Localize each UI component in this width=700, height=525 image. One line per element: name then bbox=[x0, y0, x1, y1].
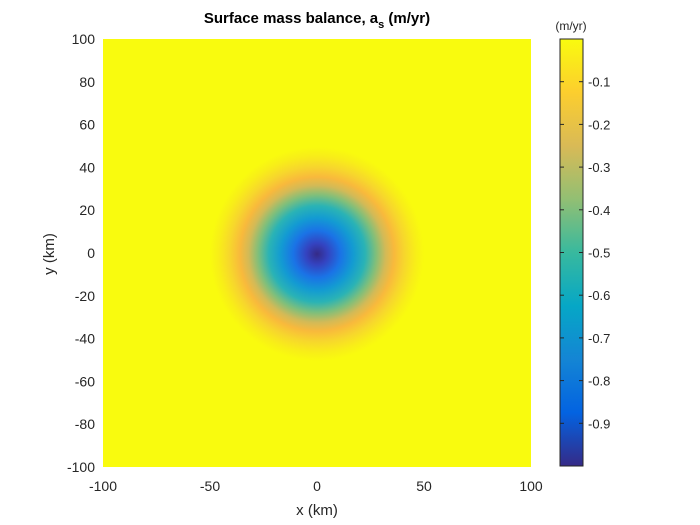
x-tick-label: 0 bbox=[313, 478, 321, 494]
y-axis-label: y (km) bbox=[41, 233, 58, 275]
colorbar-tick-label: -0.9 bbox=[588, 416, 610, 431]
y-tick-label: -40 bbox=[75, 331, 95, 347]
y-tick-label: 20 bbox=[79, 202, 95, 218]
chart-title: Surface mass balance, as (m/yr) bbox=[204, 10, 430, 31]
colorbar: (m/yr) -0.1-0.2-0.3-0.4-0.5-0.6-0.7-0.8-… bbox=[555, 19, 610, 467]
colorbar-tick-label: -0.7 bbox=[588, 331, 610, 346]
y-tick-label: -80 bbox=[75, 416, 95, 432]
y-tick-label: 100 bbox=[72, 31, 96, 47]
y-tick-label: 40 bbox=[79, 159, 95, 175]
y-tick-label: 60 bbox=[79, 117, 95, 133]
y-tick-label: 0 bbox=[87, 245, 95, 261]
colorbar-tick-label: -0.1 bbox=[588, 75, 610, 90]
colorbar-tick-label: -0.2 bbox=[588, 117, 610, 132]
y-tick-label: -20 bbox=[75, 288, 95, 304]
colorbar-tick-label: -0.3 bbox=[588, 160, 610, 175]
x-tick-label: -50 bbox=[200, 478, 220, 494]
chart-title-subscript: s bbox=[378, 19, 384, 31]
x-tick-label: 100 bbox=[519, 478, 543, 494]
colorbar-ticks: -0.1 -0.2 -0.3 -0.4 -0.5 -0.6 -0.7 -0.8 -0.9 bbox=[560, 75, 610, 431]
x-axis-label: x (km) bbox=[296, 502, 338, 519]
colorbar-unit-label: (m/yr) bbox=[555, 19, 586, 33]
x-tick-label: -100 bbox=[89, 478, 117, 494]
plot-area bbox=[103, 39, 531, 467]
chart-title-main: Surface mass balance, a bbox=[204, 10, 379, 27]
chart-title-suffix: (m/yr) bbox=[384, 10, 430, 27]
y-tick-label: 80 bbox=[79, 74, 95, 90]
colorbar-tick-label: -0.8 bbox=[588, 374, 610, 389]
y-tick-label: -60 bbox=[75, 373, 95, 389]
colorbar-tick-label: -0.5 bbox=[588, 246, 610, 261]
x-axis-ticks: -100 -50 0 50 100 bbox=[89, 478, 543, 494]
y-axis-ticks: 100 80 60 40 20 0 -20 -40 -60 -80 -100 bbox=[67, 31, 95, 475]
colorbar-gradient bbox=[560, 39, 583, 466]
y-tick-label: -100 bbox=[67, 459, 95, 475]
colorbar-tick-label: -0.6 bbox=[588, 288, 610, 303]
x-tick-label: 50 bbox=[416, 478, 432, 494]
colorbar-tick-label: -0.4 bbox=[588, 203, 610, 218]
heatmap-field bbox=[103, 39, 531, 467]
